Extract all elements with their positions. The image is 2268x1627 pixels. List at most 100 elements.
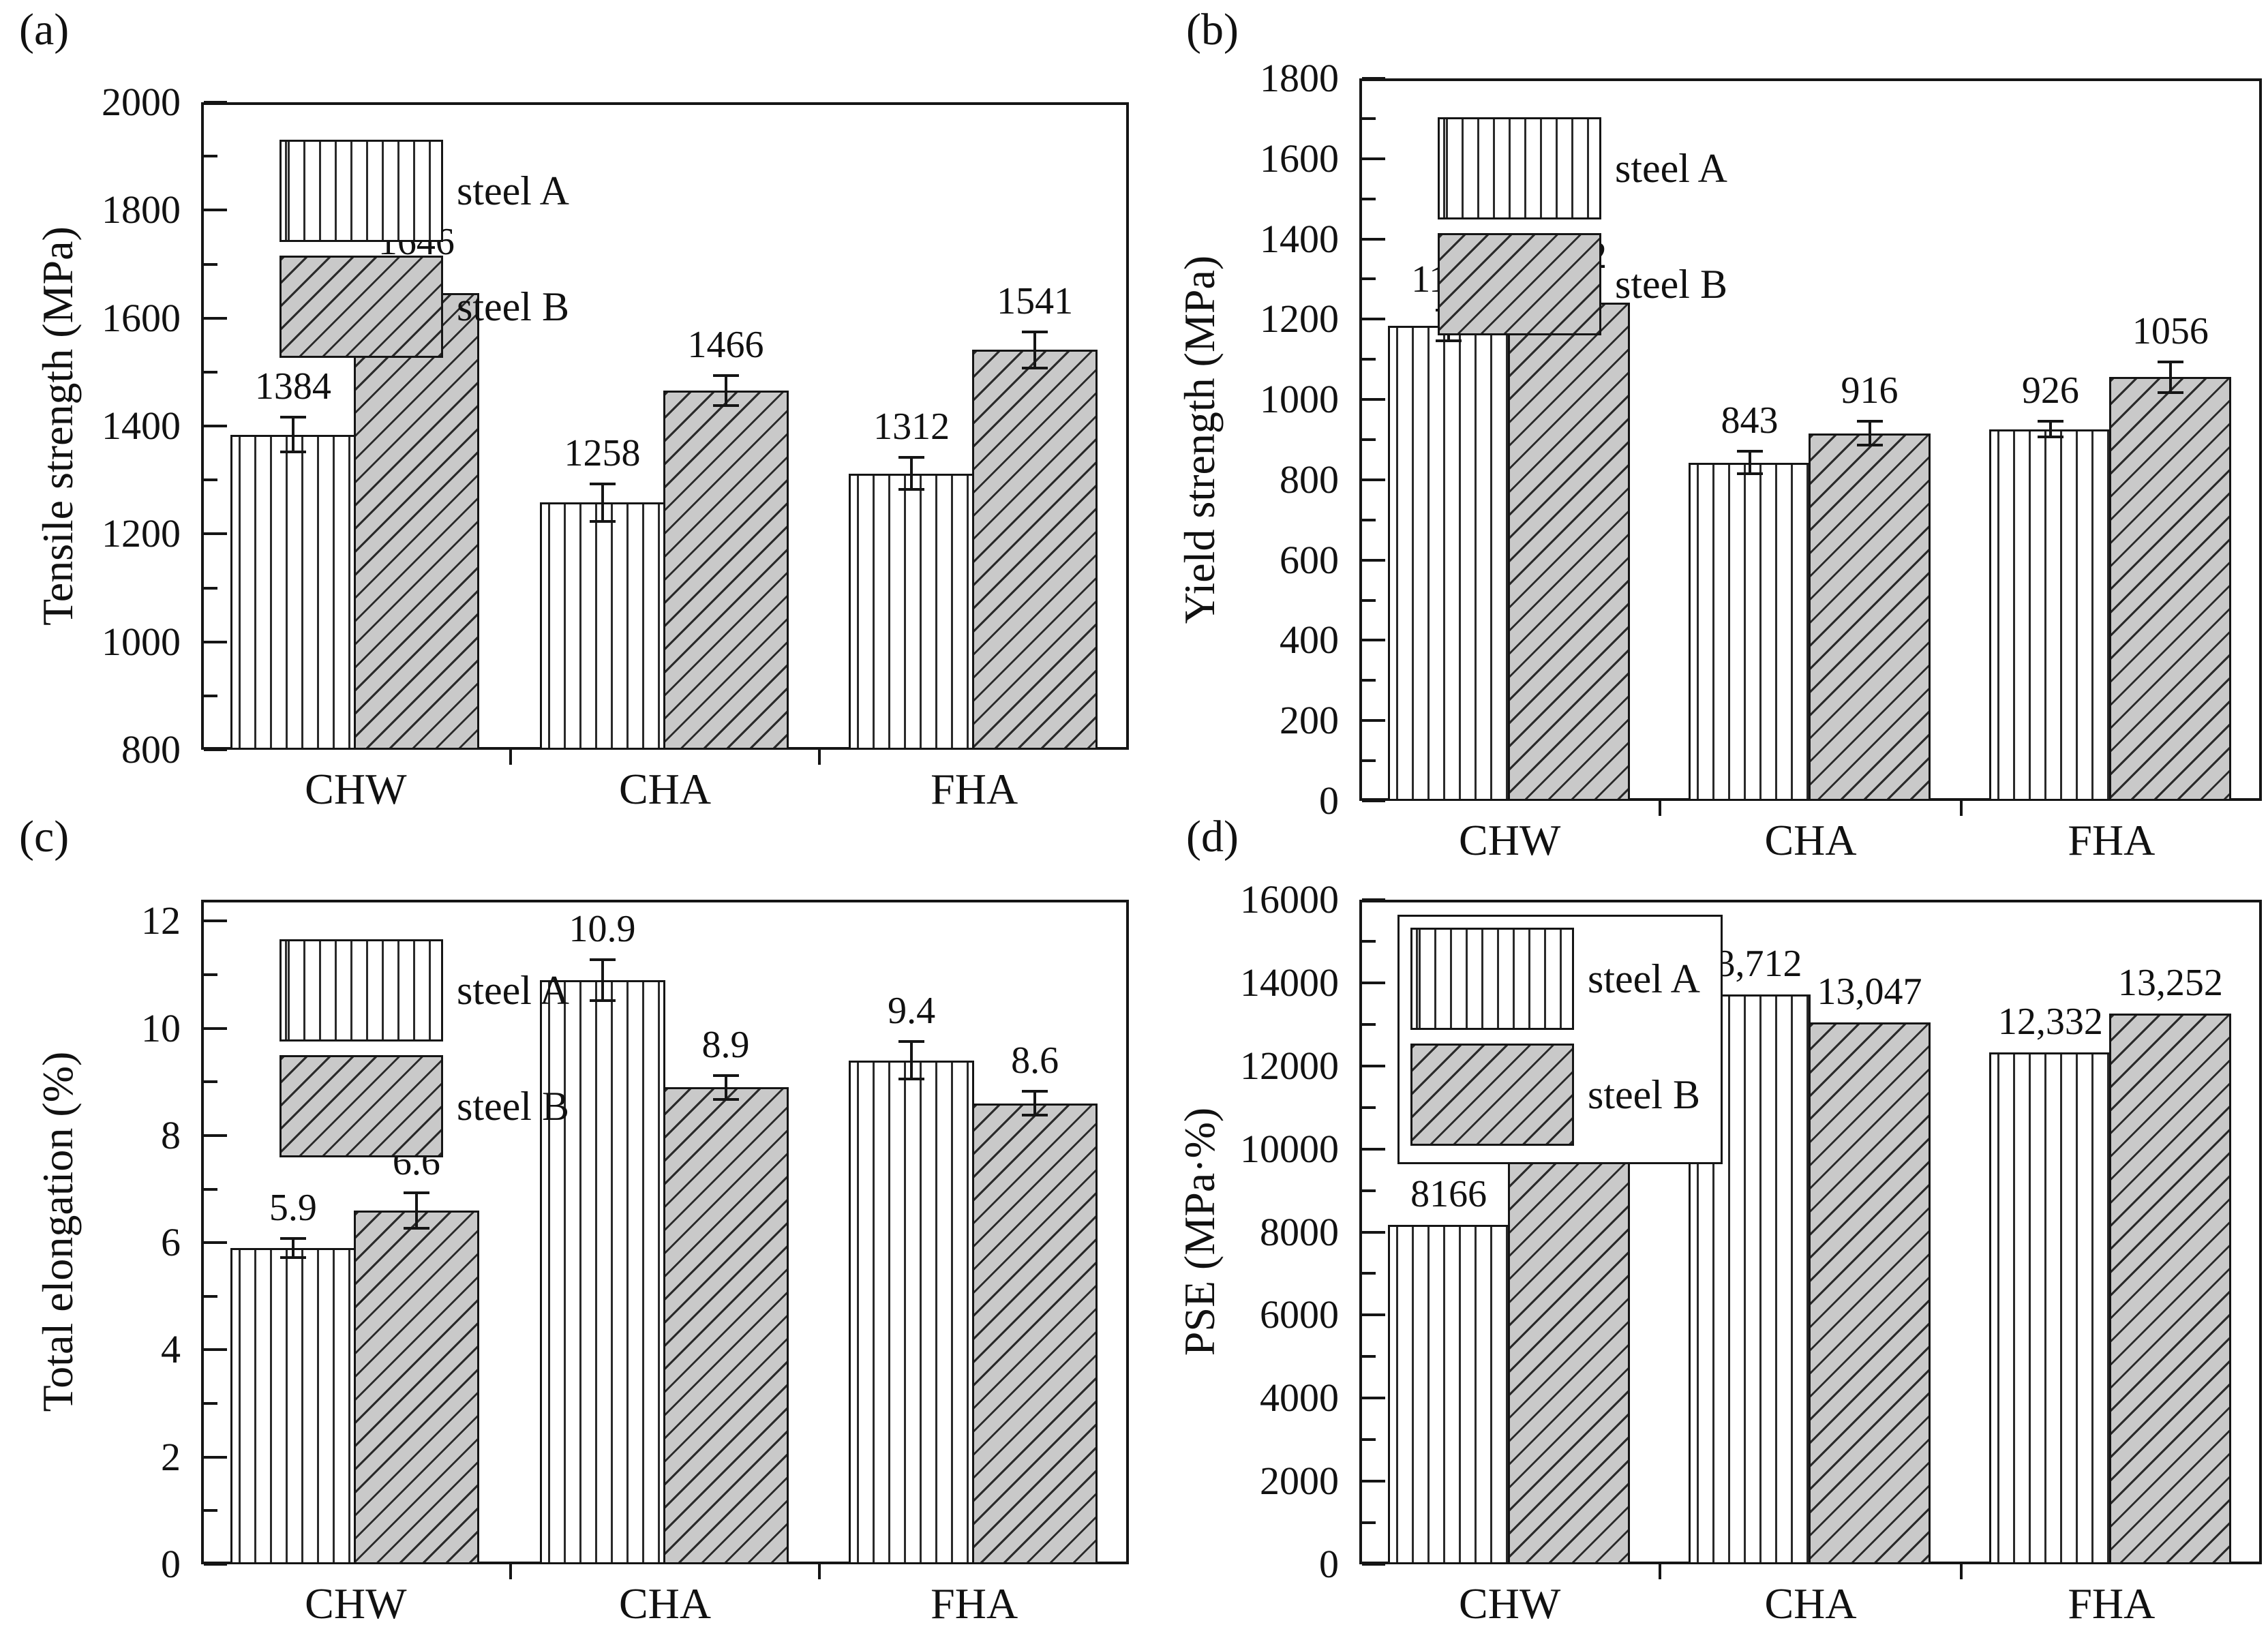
y-tick-label: 2 — [161, 1434, 181, 1479]
bar-c-chw-steel-b — [353, 1211, 479, 1564]
y-major-tick — [1362, 237, 1385, 241]
y-minor-tick — [1362, 598, 1376, 602]
error-bar-cap — [1022, 331, 1048, 334]
x-tick — [509, 750, 512, 765]
bar-c-fha-steel-b — [972, 1103, 1098, 1564]
legend-label: steel B — [457, 1084, 569, 1129]
error-bar-line — [601, 483, 604, 522]
y-minor-tick — [204, 1187, 217, 1191]
legend-b: steel A steel B — [1438, 117, 1727, 349]
y-major-tick — [1362, 898, 1385, 901]
y-major-tick — [1362, 1147, 1385, 1151]
y-minor-tick — [204, 155, 217, 158]
panel-label-b: (b) — [1186, 5, 1239, 55]
error-bar-cap — [403, 1226, 429, 1230]
y-major-tick — [1362, 558, 1385, 562]
y-tick-label: 600 — [1280, 537, 1339, 582]
y-tick-label: 1200 — [1260, 296, 1339, 341]
error-bar-line — [2168, 361, 2172, 393]
bar-c-fha-steel-a — [849, 1060, 975, 1564]
value-label: 1384 — [254, 365, 331, 408]
error-bar-line — [2048, 421, 2052, 438]
y-major-tick — [1362, 398, 1385, 401]
y-minor-tick — [1362, 438, 1376, 441]
error-bar-cap — [1436, 339, 1462, 343]
y-major-tick — [204, 1134, 227, 1137]
legend-item: steel A — [279, 140, 569, 242]
legend-item: steel B — [1438, 233, 1727, 335]
error-bar-cap — [1856, 444, 1883, 447]
y-minor-tick — [1362, 277, 1376, 281]
legend-item: steel B — [279, 256, 569, 358]
error-bar-line — [1033, 1091, 1037, 1116]
legend-c: steel A steel B — [279, 939, 569, 1171]
bar-a-cha-steel-b — [663, 390, 789, 750]
bar-b-chw-steel-a — [1387, 325, 1510, 801]
error-bar-cap — [898, 1040, 925, 1044]
category-label: CHA — [1764, 816, 1857, 864]
y-major-tick — [204, 1348, 227, 1352]
category-label: FHA — [2068, 1579, 2156, 1627]
x-tick — [1959, 801, 1963, 816]
error-bar-cap — [279, 416, 306, 419]
y-minor-tick — [1362, 1189, 1376, 1192]
y-tick-label: 400 — [1280, 618, 1339, 663]
y-tick-label: 14000 — [1240, 960, 1339, 1005]
x-tick — [818, 750, 821, 765]
bar-b-cha-steel-b — [1809, 433, 1931, 801]
y-major-tick — [204, 209, 227, 212]
legend-label: steel A — [1615, 146, 1727, 191]
steel-b-hatch-swatch — [279, 1055, 443, 1157]
y-major-tick — [1362, 1064, 1385, 1067]
y-minor-tick — [1362, 759, 1376, 763]
y-tick-label: 6 — [161, 1220, 181, 1265]
y-minor-tick — [1362, 1355, 1376, 1358]
error-bar-cap — [1022, 366, 1048, 369]
value-label: 10.9 — [569, 908, 636, 951]
y-tick-label: 8 — [161, 1112, 181, 1157]
y-minor-tick — [204, 973, 217, 977]
y-tick-label: 200 — [1280, 698, 1339, 743]
error-bar-cap — [589, 958, 616, 962]
y-major-tick — [1362, 1397, 1385, 1400]
error-bar-line — [414, 1193, 418, 1228]
y-minor-tick — [204, 262, 217, 266]
value-label: 9.4 — [888, 990, 936, 1033]
y-tick-label: 1000 — [1260, 377, 1339, 422]
y-major-tick — [1362, 157, 1385, 160]
bar-c-chw-steel-a — [230, 1248, 356, 1564]
error-bar-cap — [1736, 472, 1763, 476]
error-bar-cap — [1856, 419, 1883, 423]
error-bar-line — [910, 457, 913, 490]
steel-b-hatch-swatch — [1410, 1044, 1574, 1146]
y-major-tick — [204, 532, 227, 536]
y-major-tick — [1362, 639, 1385, 642]
value-label: 1258 — [564, 431, 641, 474]
error-bar-cap — [712, 404, 739, 407]
y-major-tick — [1362, 719, 1385, 723]
steel-a-hatch-swatch — [279, 140, 443, 242]
y-minor-tick — [1362, 679, 1376, 682]
category-label: CHA — [1764, 1579, 1857, 1627]
category-label: FHA — [931, 1579, 1018, 1627]
value-label: 916 — [1841, 369, 1899, 412]
value-label: 1466 — [687, 323, 764, 366]
legend-label: steel A — [457, 968, 569, 1013]
legend-label: steel B — [1615, 262, 1727, 307]
y-tick-label: 4 — [161, 1327, 181, 1372]
bar-a-fha-steel-a — [849, 473, 975, 750]
error-bar-cap — [898, 1078, 925, 1081]
panel-label-c: (c) — [19, 812, 70, 862]
y-major-tick — [204, 316, 227, 320]
y-minor-tick — [204, 1080, 217, 1084]
y-major-tick — [204, 919, 227, 923]
legend-label: steel B — [457, 284, 569, 329]
error-bar-line — [1868, 421, 1871, 446]
error-bar-cap — [2157, 391, 2183, 394]
legend-item: steel B — [279, 1055, 569, 1157]
value-label: 8166 — [1410, 1173, 1487, 1216]
x-tick — [1959, 1564, 1963, 1579]
y-minor-tick — [1362, 358, 1376, 361]
error-bar-line — [724, 375, 727, 406]
